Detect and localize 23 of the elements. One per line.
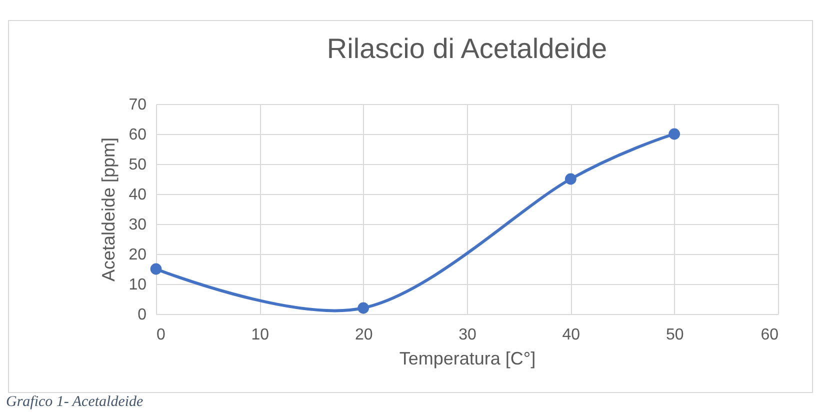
x-tick-label: 0 <box>156 326 166 344</box>
text: Grafico 1- Acetaldeide <box>6 394 144 411</box>
x-tick-label: 20 <box>354 326 373 344</box>
x-tick-label: 40 <box>562 326 580 344</box>
y-tick-label: 40 <box>128 186 147 204</box>
point <box>150 263 162 275</box>
point <box>358 302 370 314</box>
y-tick-label: 20 <box>128 246 147 264</box>
x-tick-label: 60 <box>760 326 779 344</box>
x-tick-label: 30 <box>458 326 476 344</box>
x-tick-label: 50 <box>666 326 684 344</box>
x-axis-title: Temperatura [C°] <box>399 348 536 368</box>
y-tick-label: 30 <box>128 216 147 234</box>
y-tick-label: 0 <box>138 306 147 324</box>
point <box>564 173 576 185</box>
y-tick-label: 10 <box>128 276 147 294</box>
y-axis-title: Acetaldeide [ppm] <box>98 137 119 282</box>
y-tick-label: 70 <box>128 96 147 114</box>
point <box>668 128 680 140</box>
chart-title: Rilascio di Acetaldeide <box>326 33 608 64</box>
x-tick-label: 10 <box>251 326 270 344</box>
y-tick-label: 60 <box>128 126 147 144</box>
y-tick-label: 50 <box>128 156 147 174</box>
